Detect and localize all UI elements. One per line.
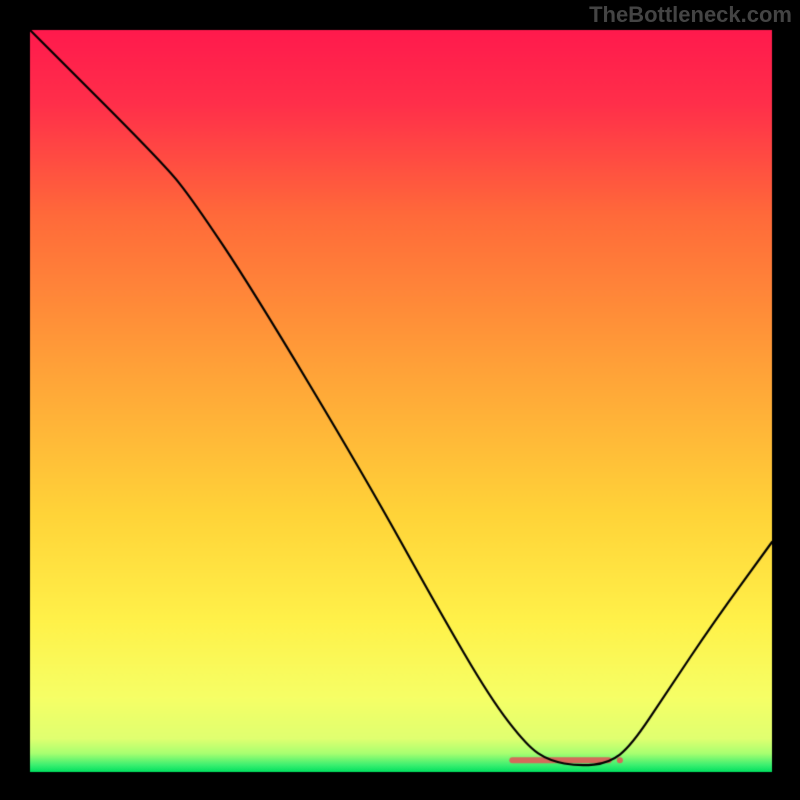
bottleneck-chart-canvas (0, 0, 800, 800)
watermark-text: TheBottleneck.com (589, 2, 792, 28)
chart-container: { "watermark": { "text": "TheBottleneck.… (0, 0, 800, 800)
